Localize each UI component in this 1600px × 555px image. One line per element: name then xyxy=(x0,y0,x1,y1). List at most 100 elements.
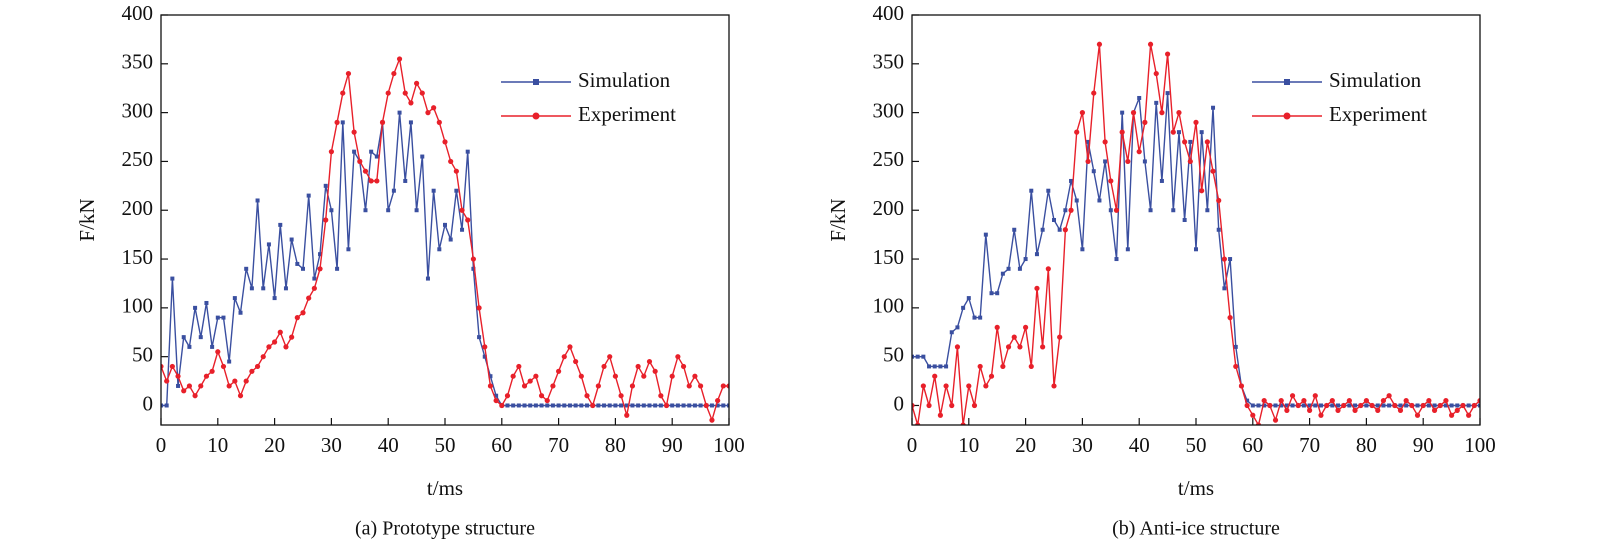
marker xyxy=(181,335,186,340)
marker xyxy=(1170,129,1176,135)
y-tick-label: 0 xyxy=(894,391,905,415)
marker xyxy=(511,403,516,408)
marker xyxy=(328,149,334,155)
marker xyxy=(402,90,408,96)
marker xyxy=(1074,198,1079,203)
marker xyxy=(494,393,499,398)
marker xyxy=(1295,402,1301,409)
marker xyxy=(1125,247,1130,252)
marker xyxy=(396,56,403,62)
marker xyxy=(1289,393,1296,399)
marker xyxy=(618,393,624,399)
marker xyxy=(1284,407,1290,413)
marker xyxy=(1403,397,1409,404)
marker xyxy=(994,324,1000,330)
y-tick-label: 250 xyxy=(122,147,154,171)
marker xyxy=(1307,407,1313,413)
marker xyxy=(1023,257,1028,262)
marker xyxy=(1336,403,1340,408)
marker xyxy=(1204,139,1210,145)
marker xyxy=(613,403,618,408)
marker xyxy=(1091,169,1096,174)
marker xyxy=(277,329,283,335)
marker xyxy=(624,412,630,418)
marker xyxy=(1029,188,1034,193)
marker xyxy=(1023,324,1029,330)
marker xyxy=(215,349,221,355)
x-tick-label: 10 xyxy=(207,433,228,457)
marker xyxy=(1159,110,1165,116)
marker xyxy=(1471,402,1477,409)
marker xyxy=(1045,266,1051,272)
marker xyxy=(1199,188,1205,194)
marker xyxy=(1449,403,1454,408)
marker xyxy=(403,178,408,183)
y-tick-label: 50 xyxy=(883,342,904,366)
marker xyxy=(1233,344,1238,349)
marker xyxy=(1307,403,1312,408)
marker xyxy=(482,354,487,359)
marker xyxy=(1375,407,1381,413)
marker xyxy=(944,364,949,369)
marker xyxy=(1159,178,1164,183)
marker xyxy=(352,149,357,154)
marker xyxy=(1437,402,1443,409)
marker xyxy=(510,373,516,379)
x-tick-label: 100 xyxy=(713,433,745,457)
marker xyxy=(203,373,210,379)
marker xyxy=(670,403,675,408)
marker xyxy=(283,286,288,291)
marker xyxy=(391,70,397,77)
marker xyxy=(573,358,579,365)
marker xyxy=(448,237,453,242)
marker xyxy=(943,383,949,389)
marker xyxy=(636,403,641,408)
legend-marker xyxy=(1283,112,1291,120)
marker xyxy=(1364,403,1369,408)
marker xyxy=(260,354,266,360)
caption: (b) Anti-ice structure xyxy=(1112,518,1280,540)
marker xyxy=(612,373,619,379)
marker xyxy=(949,330,954,335)
marker xyxy=(1346,397,1352,404)
marker xyxy=(1153,70,1159,77)
marker xyxy=(715,397,721,404)
marker xyxy=(721,403,726,408)
legend-label: Experiment xyxy=(1329,102,1427,126)
marker xyxy=(1455,403,1460,408)
legend-label: Simulation xyxy=(578,68,671,92)
marker xyxy=(720,383,726,389)
marker xyxy=(949,402,955,409)
marker xyxy=(1069,178,1074,183)
marker xyxy=(335,266,340,271)
x-tick-label: 0 xyxy=(156,433,167,457)
x-tick-label: 60 xyxy=(491,433,512,457)
marker xyxy=(186,383,192,389)
marker xyxy=(1415,403,1420,408)
marker xyxy=(1034,252,1039,257)
marker xyxy=(323,217,329,223)
marker xyxy=(579,403,584,408)
x-tick-label: 30 xyxy=(1072,433,1093,457)
marker xyxy=(249,368,255,374)
marker xyxy=(1233,363,1239,370)
marker xyxy=(1068,207,1074,213)
marker xyxy=(204,300,209,305)
marker xyxy=(653,403,658,408)
y-tick-label: 150 xyxy=(122,245,154,269)
marker xyxy=(1120,110,1125,115)
marker xyxy=(306,193,311,198)
x-tick-label: 70 xyxy=(1299,433,1320,457)
plot-frame xyxy=(911,14,1481,426)
marker xyxy=(1284,403,1289,408)
x-tick-label: 90 xyxy=(662,433,683,457)
marker xyxy=(436,119,442,125)
marker xyxy=(312,276,317,281)
x-tick-label: 40 xyxy=(378,433,399,457)
marker xyxy=(1000,363,1006,370)
marker xyxy=(317,266,323,272)
marker xyxy=(1443,397,1449,404)
marker xyxy=(573,403,578,408)
series-line xyxy=(161,112,729,407)
